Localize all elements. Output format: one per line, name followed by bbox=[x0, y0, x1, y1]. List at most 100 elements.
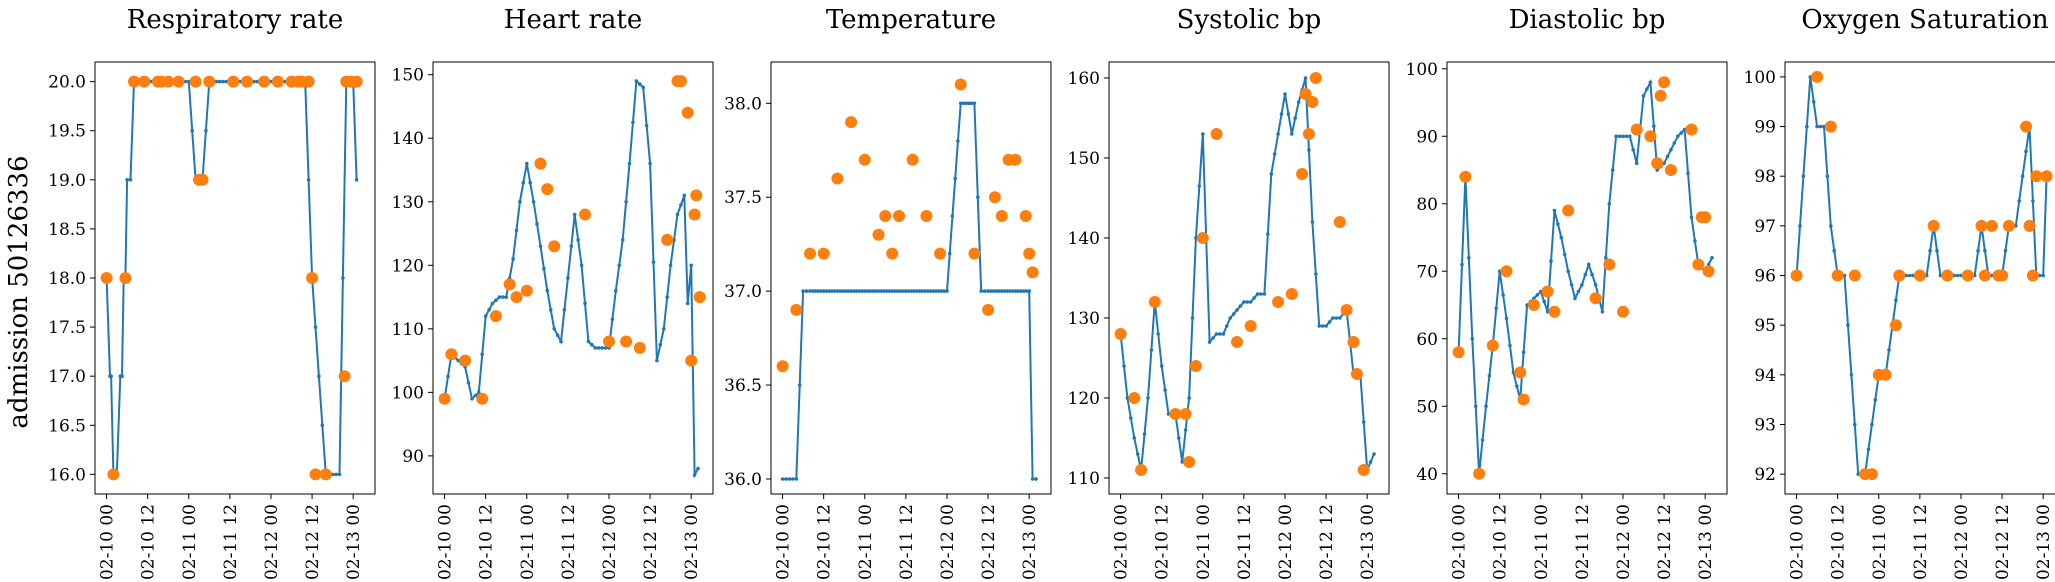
series-point bbox=[904, 289, 908, 293]
series-point bbox=[1811, 99, 1816, 104]
series-point bbox=[2014, 224, 2018, 228]
series-point bbox=[967, 101, 971, 106]
series-point bbox=[893, 289, 897, 293]
series-point bbox=[1600, 310, 1605, 314]
x-tick-label: 02-13 00 bbox=[1358, 504, 1378, 580]
series-point bbox=[1549, 259, 1553, 263]
measurement-marker bbox=[1961, 269, 1974, 282]
measurement-marker bbox=[119, 272, 132, 284]
series-point bbox=[306, 178, 311, 182]
series-point bbox=[906, 289, 911, 293]
x-tick-label: 02-10 00 bbox=[1788, 504, 1808, 580]
x-tick-label: 02-11 12 bbox=[559, 504, 579, 580]
y-tick-label: 110 bbox=[392, 320, 424, 340]
series-point bbox=[586, 339, 591, 344]
series-point bbox=[682, 193, 687, 198]
y-tick-label: 140 bbox=[392, 129, 424, 149]
series-point bbox=[1535, 293, 1540, 297]
series-point bbox=[849, 289, 853, 293]
y-tick-label: 110 bbox=[1068, 469, 1100, 489]
figure-y-axis-label: admission 50126336 bbox=[4, 155, 34, 428]
series-point bbox=[590, 342, 594, 347]
series-point bbox=[1190, 316, 1195, 320]
series-point bbox=[794, 477, 799, 481]
series-point bbox=[1856, 472, 1860, 476]
x-tick-label: 02-11 00 bbox=[1532, 504, 1552, 580]
series-point bbox=[1024, 289, 1029, 293]
y-tick-label: 92 bbox=[1754, 465, 1776, 485]
series-point bbox=[1682, 127, 1687, 132]
series-point bbox=[1938, 273, 1943, 278]
measurement-marker bbox=[1985, 219, 1998, 232]
series-point bbox=[1180, 460, 1184, 464]
series-point bbox=[1645, 87, 1649, 91]
y-tick-label: 96 bbox=[1754, 267, 1776, 287]
series-point bbox=[816, 289, 820, 293]
series-point bbox=[483, 314, 488, 318]
series-point bbox=[901, 289, 905, 293]
x-tick-label: 02-11 12 bbox=[221, 504, 241, 580]
series-point bbox=[1030, 477, 1035, 481]
series-point bbox=[873, 289, 878, 293]
measurement-marker bbox=[879, 210, 892, 222]
series-line bbox=[1457, 78, 1713, 474]
measurement-marker bbox=[1189, 360, 1202, 372]
series-point bbox=[1252, 296, 1256, 300]
measurement-marker bbox=[1023, 247, 1036, 260]
measurement-marker bbox=[579, 208, 591, 221]
measurement-marker bbox=[674, 75, 687, 88]
x-tick-label: 02-12 12 bbox=[303, 504, 323, 580]
series-point bbox=[1676, 134, 1680, 139]
series-point bbox=[1334, 316, 1339, 320]
series-point bbox=[1132, 436, 1137, 440]
series-point bbox=[1324, 324, 1328, 328]
y-tick-label: 80 bbox=[1416, 195, 1438, 215]
series-point bbox=[576, 238, 580, 242]
series-point bbox=[190, 128, 194, 133]
measurement-marker bbox=[1831, 269, 1844, 282]
x-tick-label: 02-10 00 bbox=[436, 504, 456, 580]
measurement-marker bbox=[886, 247, 899, 260]
measurement-marker bbox=[319, 468, 332, 481]
measurement-marker bbox=[1210, 128, 1223, 140]
measurement-marker bbox=[1514, 366, 1527, 379]
series-point bbox=[120, 374, 124, 379]
axes-frame bbox=[432, 61, 714, 495]
series-point bbox=[317, 374, 321, 379]
panel-title: Systolic bp bbox=[1177, 5, 1322, 35]
y-tick-label: 17.0 bbox=[48, 367, 86, 387]
series-point bbox=[1907, 273, 1912, 278]
series-point bbox=[109, 374, 113, 379]
series-point bbox=[819, 289, 823, 293]
series-point bbox=[1470, 337, 1475, 341]
y-tick-label: 97 bbox=[1754, 217, 1776, 237]
measurement-marker bbox=[1699, 211, 1712, 224]
series-point bbox=[128, 178, 133, 182]
series-point bbox=[514, 228, 519, 233]
panel-4: Systolic bp 110 120 130 140 150 160 02-10 00 02-… bbox=[1068, 5, 1390, 580]
measurement-marker bbox=[1114, 328, 1127, 340]
panel-title: Diastolic bp bbox=[1509, 5, 1666, 35]
y-tick-label: 90 bbox=[402, 447, 424, 467]
series-point bbox=[832, 289, 837, 293]
series-point bbox=[1480, 438, 1485, 442]
x-tick-label: 02-11 12 bbox=[1235, 504, 1255, 580]
y-tick-label: 150 bbox=[392, 66, 424, 86]
series-point bbox=[1614, 134, 1618, 139]
series-point bbox=[928, 289, 933, 293]
measurement-marker bbox=[988, 191, 1001, 204]
measurement-marker bbox=[1179, 408, 1192, 420]
series-point bbox=[1320, 324, 1325, 328]
series-point bbox=[337, 472, 342, 477]
series-point bbox=[204, 128, 208, 133]
series-point bbox=[583, 301, 587, 306]
series-point bbox=[1013, 289, 1018, 293]
series-point bbox=[2031, 199, 2035, 203]
series-point bbox=[1460, 262, 1464, 267]
measurement-marker bbox=[603, 335, 615, 348]
series-point bbox=[1221, 332, 1226, 336]
series-point bbox=[827, 289, 831, 293]
series-point bbox=[1604, 255, 1608, 260]
panel-1: Respiratory rate 16.0 16.5 17.0 17.5 18.0 18.5… bbox=[48, 5, 376, 580]
x-tick-label: 02-12 00 bbox=[1276, 504, 1296, 580]
